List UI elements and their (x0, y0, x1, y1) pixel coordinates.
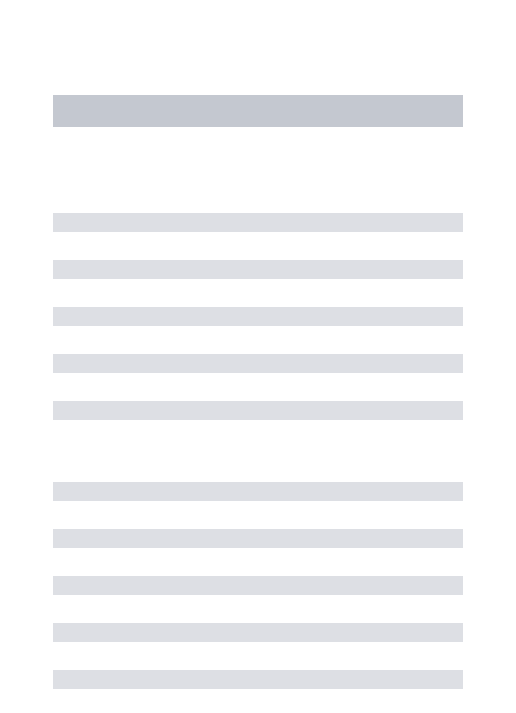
skeleton-line (53, 670, 463, 689)
skeleton-line (53, 307, 463, 326)
skeleton-line (53, 354, 463, 373)
skeleton-line (53, 260, 463, 279)
skeleton-line (53, 213, 463, 232)
skeleton-container (0, 0, 516, 689)
skeleton-line-group-2 (53, 482, 463, 689)
skeleton-line (53, 482, 463, 501)
skeleton-line (53, 401, 463, 420)
skeleton-line (53, 576, 463, 595)
skeleton-line (53, 623, 463, 642)
skeleton-line-group-1 (53, 213, 463, 420)
skeleton-title-bar (53, 95, 463, 127)
skeleton-line (53, 529, 463, 548)
